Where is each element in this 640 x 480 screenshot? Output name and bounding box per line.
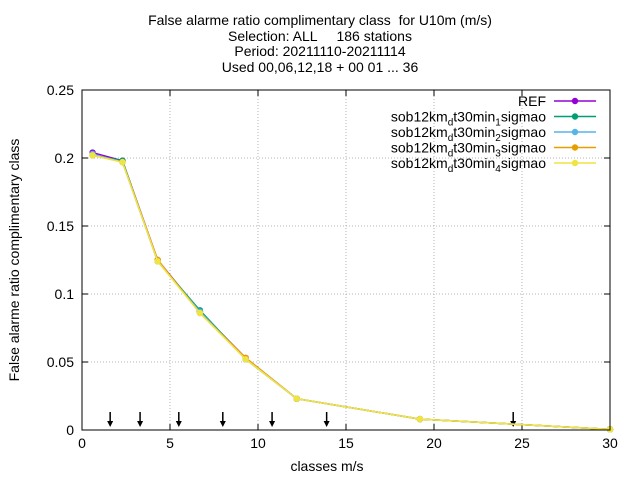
chart-title-line-4: Used 00,06,12,18 + 00 01 ... 36	[221, 59, 419, 75]
y-tick-label: 0.25	[47, 82, 74, 98]
legend-item-2: sob12kmdt30min1sigmao	[391, 109, 596, 129]
series-4	[89, 152, 614, 433]
legend-swatch-point	[571, 144, 579, 151]
series-line	[92, 154, 611, 431]
arrow-marker	[107, 412, 114, 427]
arrow-marker	[323, 412, 330, 427]
legend-label: sob12kmdt30min1sigmao	[391, 109, 546, 129]
arrows	[107, 412, 517, 427]
y-axis-label: False alarme ratio complimentary class	[6, 138, 22, 382]
legend-label: sob12kmdt30min4sigmao	[391, 155, 546, 175]
arrow-marker	[137, 412, 144, 427]
series-1	[89, 149, 614, 433]
data-point	[89, 152, 96, 159]
legend: REFsob12kmdt30min1sigmaosob12kmdt30min2s…	[391, 93, 596, 175]
arrow-marker	[219, 412, 226, 427]
legend-swatch-point	[571, 97, 579, 105]
chart-title-line-2: Selection: ALL 186 stations	[228, 28, 412, 44]
legend-item-4: sob12kmdt30min3sigmao	[391, 140, 596, 160]
plot-frame	[81, 89, 611, 431]
arrow-marker	[269, 412, 276, 427]
legend-item-1: REF	[518, 93, 596, 109]
legend-swatch-point	[571, 128, 579, 136]
data-point	[293, 395, 300, 402]
series-line	[92, 154, 611, 431]
x-tick-label: 20	[426, 435, 442, 451]
arrow-marker	[175, 412, 182, 427]
y-tick-label: 0.05	[47, 354, 74, 370]
x-tick-label: 25	[514, 435, 530, 451]
x-tick-label: 30	[602, 435, 618, 451]
y-tick-label: 0.2	[55, 150, 75, 166]
chart-title-line-1: False alarme ratio complimentary class f…	[148, 12, 492, 28]
x-tick-label: 0	[78, 435, 86, 451]
series-3	[89, 150, 614, 433]
x-tick-label: 15	[338, 435, 354, 451]
data-point	[242, 356, 249, 363]
y-tick-label: 0.1	[55, 286, 75, 302]
ticks: 0 5 10 15 20 25 30 0 0.05 0.1 0.15 0.2 0.25	[47, 82, 618, 451]
legend-swatch-point	[571, 113, 579, 120]
x-tick-label: 5	[166, 435, 174, 451]
chart-title-line-3: Period: 20211110-20211114	[234, 43, 406, 59]
legend-item-5: sob12kmdt30min4sigmao	[391, 155, 596, 175]
legend-item-3: sob12kmdt30min2sigmao	[391, 124, 596, 144]
x-axis-label: classes m/s	[290, 458, 364, 474]
series-group	[89, 149, 614, 433]
data-point	[119, 158, 126, 166]
legend-label: sob12kmdt30min3sigmao	[391, 140, 546, 160]
legend-label: sob12kmdt30min2sigmao	[391, 124, 546, 144]
data-point	[416, 415, 424, 423]
grid	[82, 90, 610, 430]
data-point	[154, 258, 161, 265]
series-2	[89, 152, 614, 433]
y-tick-label: 0	[66, 422, 74, 438]
legend-label: REF	[518, 93, 546, 109]
legend-swatch-point	[571, 159, 579, 167]
x-tick-label: 10	[250, 435, 266, 451]
y-tick-label: 0.15	[47, 218, 74, 234]
series-line	[92, 154, 611, 431]
series-5	[89, 152, 614, 433]
data-point	[196, 309, 204, 317]
